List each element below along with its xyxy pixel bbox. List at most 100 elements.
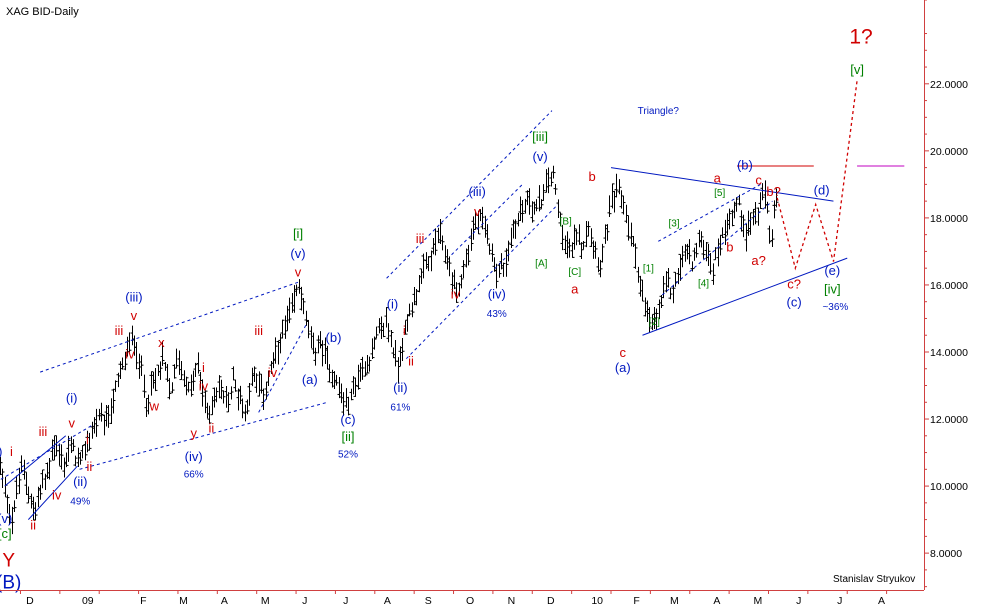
wave-label: 49%: [70, 497, 90, 508]
ohlc-bar: [767, 225, 772, 244]
ohlc-bar: [353, 377, 358, 397]
wave-label: c: [755, 172, 762, 187]
wave-label: a?: [751, 253, 765, 268]
wave-label: [c]: [0, 526, 12, 541]
ohlc-bar: [680, 245, 685, 268]
x-tick-label: A: [221, 595, 228, 607]
ohlc-bar: [320, 340, 325, 367]
wave-label: 66%: [184, 470, 204, 481]
ohlc-bar: [490, 243, 495, 262]
ohlc-bar: [485, 224, 490, 244]
x-tick-label: A: [713, 595, 720, 607]
ohlc-bar: [14, 475, 19, 499]
ohlc-bar: [264, 381, 269, 400]
ohlc-bar: [374, 326, 379, 339]
wave-label: (e): [824, 263, 840, 278]
ohlc-bar: [283, 315, 288, 339]
ohlc-bar: [610, 183, 615, 209]
wave-label: 1?: [849, 26, 872, 49]
wave-label: 43%: [487, 309, 507, 320]
wave-label: ii: [87, 459, 93, 474]
wave-label: 61%: [390, 403, 410, 414]
x-tick-label: M: [754, 595, 763, 607]
ohlc-bar: [200, 379, 205, 407]
ohlc-bar: [624, 204, 629, 224]
ohlc-bar: [10, 506, 15, 535]
ohlc-bar: [214, 387, 219, 403]
wave-label: iii: [115, 323, 124, 338]
ohlc-bar: [306, 320, 311, 339]
trend-line: [642, 257, 848, 336]
ohlc-bar: [469, 228, 474, 251]
ohlc-bar: [708, 253, 713, 275]
ohlc-bar: [699, 231, 704, 248]
ohlc-bar: [139, 355, 144, 376]
ohlc-bar: [504, 248, 509, 277]
wave-label: (v): [290, 246, 305, 261]
channel-line: [661, 200, 773, 296]
x-tick-label: 10: [591, 595, 603, 607]
ohlc-bar: [438, 218, 443, 244]
ohlc-bar: [534, 199, 539, 212]
trend-line: [610, 167, 834, 202]
ohlc-bar: [94, 408, 99, 437]
trendlines: [0, 110, 905, 520]
ohlc-bar: [167, 378, 172, 400]
wave-labels: Y(B)[c](v)(v)iiiiiiiv(i)viii(ii)49%(iii)…: [0, 26, 873, 594]
wave-label: [ii]: [342, 429, 355, 444]
wave-label: [2]: [649, 317, 660, 328]
ohlc-bar: [287, 297, 292, 324]
ohlc-bar: [774, 188, 779, 208]
ohlc-bar: [654, 308, 659, 330]
ohlc-bar: [174, 348, 179, 369]
ohlc-bar: [598, 259, 603, 278]
ohlc-bar: [327, 364, 332, 383]
wave-label: i: [403, 323, 406, 338]
wave-label: (c): [340, 412, 355, 427]
x-axis: D 09 F M A M J J A S O N D 10 F M A M J J A: [19, 590, 888, 607]
x-tick-label: D: [547, 595, 555, 607]
ohlc-bar: [407, 303, 412, 317]
trend-line: [4, 435, 67, 487]
wave-label: (iv): [488, 286, 506, 301]
ohlc-bar: [530, 201, 535, 223]
ohlc-bar: [191, 370, 196, 391]
wave-label: (ii): [73, 474, 87, 489]
ohlc-bar: [473, 210, 478, 230]
ohlc-bar: [403, 320, 408, 335]
x-tick-label: J: [837, 595, 842, 607]
ohlc-bar: [551, 165, 556, 179]
ohlc-bar: [567, 238, 572, 258]
ohlc-bar: [83, 441, 88, 461]
ohlc-bar: [372, 336, 377, 350]
ohlc-bar: [346, 396, 351, 416]
ohlc-bar: [770, 229, 775, 247]
wave-label: (v): [0, 511, 12, 526]
ohlc-bar: [186, 381, 191, 393]
ohlc-bar: [687, 239, 692, 265]
ohlc-bar: [160, 341, 165, 366]
wave-label: (v): [533, 149, 548, 164]
ohlc-bar: [560, 224, 565, 251]
ohlc-bar: [447, 256, 452, 277]
ohlc-bar: [506, 240, 511, 262]
ohlc-bar: [704, 242, 709, 262]
ohlc-bar: [494, 263, 499, 289]
ohlc-bar: [170, 382, 175, 394]
ohlc-bar: [158, 361, 163, 380]
ohlc-bar: [261, 388, 266, 411]
ohlc-bar: [127, 332, 132, 353]
ohlc-bar: [233, 379, 238, 392]
ohlc-bar: [184, 376, 189, 396]
wave-label: c?: [787, 276, 801, 291]
ohlc-bar: [640, 279, 645, 302]
ohlc-bar: [203, 390, 208, 414]
ohlc-bar: [633, 243, 638, 269]
wave-label: b?: [766, 184, 780, 199]
ohlc-bar: [334, 374, 339, 386]
ohlc-bar: [400, 337, 405, 361]
ohlc-bar: [273, 337, 278, 364]
ohlc-bar: [466, 244, 471, 266]
ohlc-bar: [229, 386, 234, 400]
